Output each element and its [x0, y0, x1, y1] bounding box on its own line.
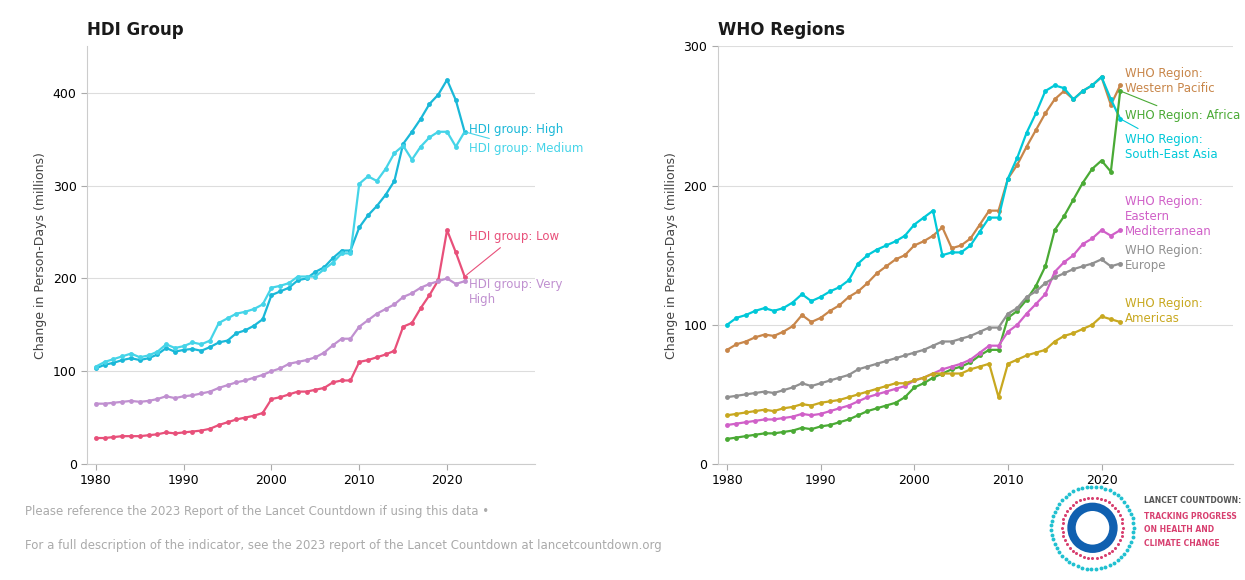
Text: HDI group: Very
High: HDI group: Very High: [464, 278, 563, 306]
Text: HDI Group: HDI Group: [87, 21, 184, 39]
Text: WHO Region:
Europe: WHO Region: Europe: [1120, 244, 1203, 272]
Y-axis label: Change in Person-Days (millions): Change in Person-Days (millions): [665, 152, 677, 358]
Text: WHO Region:
Western Pacific: WHO Region: Western Pacific: [1120, 67, 1215, 95]
Text: TRACKING PROGRESS: TRACKING PROGRESS: [1144, 512, 1236, 521]
Text: WHO Region:
Eastern
Mediterranean: WHO Region: Eastern Mediterranean: [1120, 195, 1211, 238]
Text: HDI group: Low: HDI group: Low: [467, 230, 559, 275]
Text: LANCET COUNTDOWN:: LANCET COUNTDOWN:: [1144, 496, 1241, 505]
Y-axis label: Change in Person-Days (millions): Change in Person-Days (millions): [35, 152, 47, 358]
Text: WHO Region: Africa: WHO Region: Africa: [1123, 92, 1240, 122]
Text: ON HEALTH AND: ON HEALTH AND: [1144, 525, 1214, 535]
Text: CLIMATE CHANGE: CLIMATE CHANGE: [1144, 539, 1220, 549]
Text: Please reference the 2023 Report of the Lancet Countdown if using this data •: Please reference the 2023 Report of the …: [25, 505, 489, 517]
Text: HDI group: Medium: HDI group: Medium: [467, 132, 584, 155]
Text: HDI group: High: HDI group: High: [464, 124, 563, 136]
Text: WHO Region:
Americas: WHO Region: Americas: [1120, 297, 1203, 325]
Text: WHO Regions: WHO Regions: [717, 21, 844, 39]
Text: WHO Region:
South-East Asia: WHO Region: South-East Asia: [1123, 120, 1218, 161]
Text: For a full description of the indicator, see the 2023 report of the Lancet Count: For a full description of the indicator,…: [25, 539, 661, 552]
